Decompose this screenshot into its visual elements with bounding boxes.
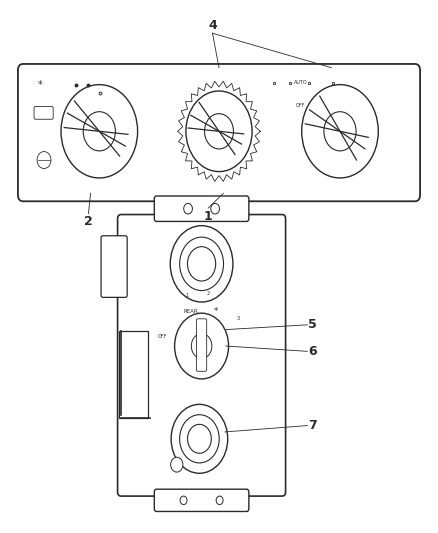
Text: 4: 4	[208, 19, 217, 32]
Circle shape	[187, 247, 215, 281]
Circle shape	[37, 151, 51, 168]
Text: OFF: OFF	[296, 103, 305, 108]
Circle shape	[186, 91, 252, 172]
Text: *: *	[213, 307, 218, 316]
Circle shape	[83, 112, 115, 151]
Circle shape	[180, 415, 219, 463]
Text: 2: 2	[84, 215, 93, 228]
Circle shape	[61, 85, 138, 178]
Text: 2: 2	[207, 291, 210, 296]
Text: AUTO: AUTO	[294, 80, 307, 85]
Circle shape	[180, 496, 187, 505]
Circle shape	[171, 405, 228, 473]
Text: *: *	[37, 80, 42, 90]
Circle shape	[171, 457, 183, 472]
Circle shape	[191, 334, 212, 359]
Text: REAR: REAR	[184, 309, 198, 314]
FancyBboxPatch shape	[154, 489, 249, 512]
Circle shape	[187, 424, 211, 453]
Circle shape	[170, 225, 233, 302]
Circle shape	[175, 313, 229, 379]
FancyBboxPatch shape	[117, 215, 286, 496]
FancyBboxPatch shape	[101, 236, 127, 297]
Circle shape	[216, 496, 223, 505]
Text: OFF: OFF	[158, 334, 167, 338]
Text: 5: 5	[308, 318, 317, 332]
FancyBboxPatch shape	[119, 331, 148, 418]
Text: 1: 1	[204, 209, 212, 223]
Circle shape	[302, 85, 378, 178]
FancyBboxPatch shape	[18, 64, 420, 201]
FancyBboxPatch shape	[34, 107, 53, 119]
Text: 1: 1	[185, 293, 188, 297]
Circle shape	[205, 114, 233, 149]
Text: 3: 3	[237, 316, 240, 320]
FancyBboxPatch shape	[154, 196, 249, 221]
Circle shape	[211, 204, 219, 214]
FancyBboxPatch shape	[197, 319, 207, 372]
Circle shape	[184, 204, 192, 214]
Circle shape	[324, 112, 356, 151]
Circle shape	[180, 237, 223, 290]
Text: 7: 7	[308, 419, 317, 432]
Text: 6: 6	[308, 345, 317, 358]
